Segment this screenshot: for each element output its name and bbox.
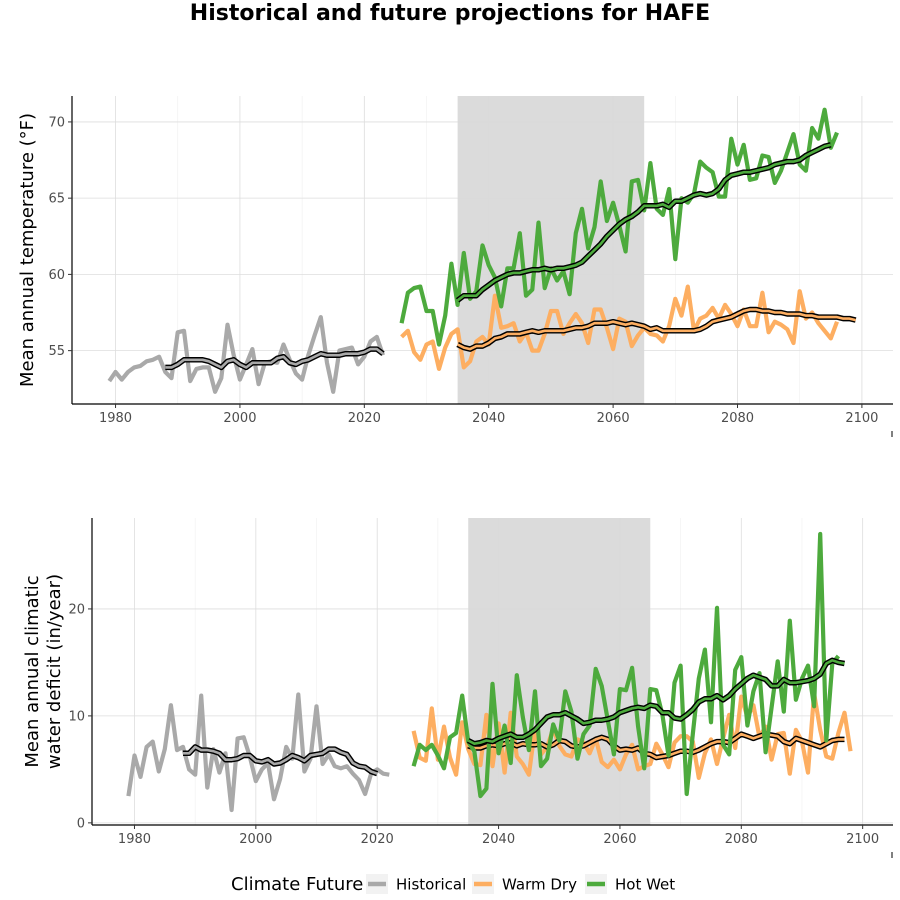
smoothed-line: [467, 659, 845, 746]
legend-item-warm-dry: Warm Dry: [472, 874, 577, 894]
y-tick-label: 0: [77, 816, 85, 831]
x-tick-label: 2100: [846, 832, 879, 847]
x-tick-label: 2040: [472, 411, 505, 426]
y-tick-label: 70: [48, 115, 65, 130]
legend-title: Climate Future: [231, 874, 363, 895]
x-tick-label: 2000: [239, 832, 272, 847]
smoothed-line: [457, 308, 857, 351]
legend-label: Warm Dry: [502, 876, 577, 894]
y-tick-label: 10: [68, 709, 85, 724]
x-tick-label: 2040: [482, 832, 515, 847]
y-axis-title: Mean annual temperature (°F): [17, 113, 38, 387]
legend-label: Hot Wet: [615, 876, 675, 894]
x-tick-label: 2100: [845, 411, 878, 426]
x-tick-label: 1980: [118, 832, 151, 847]
x-tick-label: 2060: [603, 832, 636, 847]
series-historical-smoothed: [165, 346, 385, 371]
series-historical: [126, 692, 390, 813]
y-tick-label: 20: [68, 602, 85, 617]
shaded-period: [468, 518, 651, 825]
series-hot-wet-smoothed: [455, 142, 832, 303]
y-axis-title: Mean annual climaticwater deficit (in/ye…: [22, 574, 65, 769]
series-line: [126, 692, 390, 813]
x-tick-label: 2080: [721, 411, 754, 426]
smoothed-line-outline: [165, 346, 385, 371]
series-line: [411, 531, 841, 799]
shaded-period: [457, 96, 645, 404]
legend-item-hot-wet: Hot Wet: [585, 874, 675, 894]
x-tick-label: 1980: [99, 411, 132, 426]
x-tick-label: 2020: [348, 411, 381, 426]
series-historical-smoothed: [183, 744, 379, 777]
chart-title: Historical and future projections for HA…: [189, 1, 711, 26]
smoothed-line: [165, 347, 384, 369]
series-warm-dry-smoothed: [456, 306, 857, 352]
y-tick-label: 60: [48, 268, 65, 283]
smoothed-line: [456, 143, 832, 302]
y-tick-label: 55: [48, 344, 65, 359]
temperature-chart: 1980 2000 2020 2040 2060 2080 2100 55 60 65 70 Mean…: [17, 96, 893, 437]
series-hot-wet: [411, 531, 841, 799]
y-tick-label: 65: [48, 192, 65, 207]
x-tick-label: 2000: [223, 411, 256, 426]
x-tick-label: 2020: [361, 832, 394, 847]
x-tick-label: 2080: [725, 832, 758, 847]
legend-item-historical: Historical: [366, 874, 466, 894]
legend-label: Historical: [396, 876, 466, 894]
series-hot-wet-smoothed: [466, 657, 845, 747]
x-tick-label: 2060: [597, 411, 630, 426]
smoothed-line: [183, 745, 378, 775]
legend: Climate Future Historical Warm Dry Hot Wet: [231, 874, 675, 895]
